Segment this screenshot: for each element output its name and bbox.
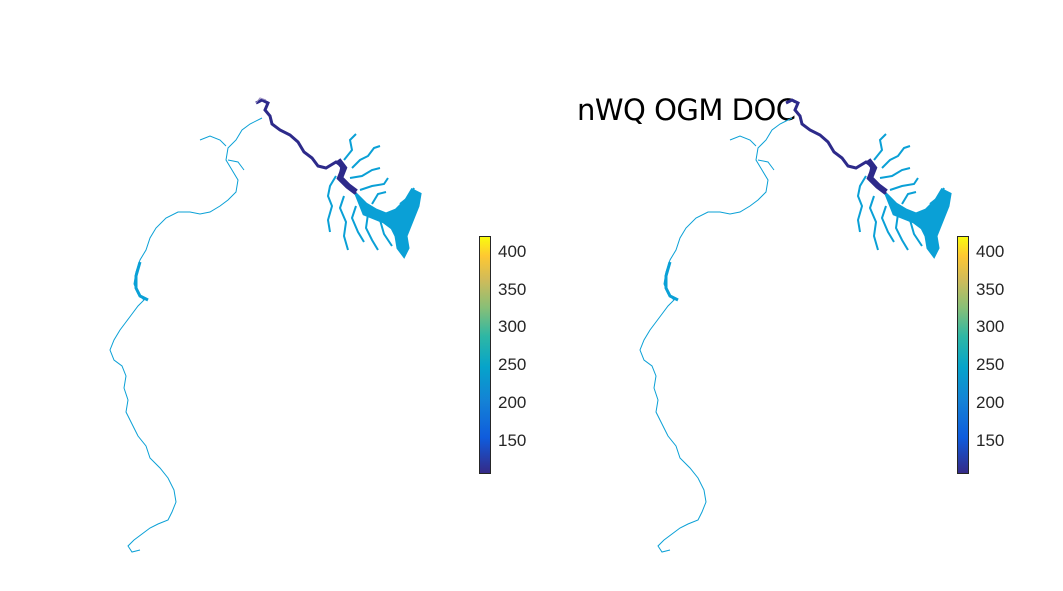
main-channel <box>109 117 263 553</box>
colorbar-tick-label: 400 <box>498 242 527 261</box>
river-map-right <box>639 98 952 553</box>
colorbar-tick-label: 150 <box>498 431 527 450</box>
colorbar-tick-label: 150 <box>976 431 1005 450</box>
colorbar-tick-label: 350 <box>498 280 527 299</box>
colorbar-tick-label: 350 <box>976 280 1005 299</box>
map-panel-left: 400 350 300 250 200 150 <box>0 0 530 591</box>
lake-body <box>354 188 422 259</box>
river-map-left <box>109 97 422 553</box>
colorbar-tick-label: 400 <box>976 242 1005 261</box>
lake-body <box>884 188 952 259</box>
colorbar-tick-label: 200 <box>976 393 1005 412</box>
colorbar-tick-label: 200 <box>498 393 527 412</box>
colorbar-tick-label: 250 <box>976 355 1005 374</box>
colorbar-tick-label: 300 <box>976 317 1005 336</box>
main-channel <box>639 117 793 553</box>
colorbar-tick-label: 250 <box>498 355 527 374</box>
colorbar-left <box>479 236 491 474</box>
figure-title: nWQ OGM DOC <box>577 93 796 127</box>
colorbar-tick-label: 300 <box>498 317 527 336</box>
map-panel-right: 400 350 300 250 200 150 <box>530 0 1063 591</box>
colorbar-right <box>957 236 969 474</box>
